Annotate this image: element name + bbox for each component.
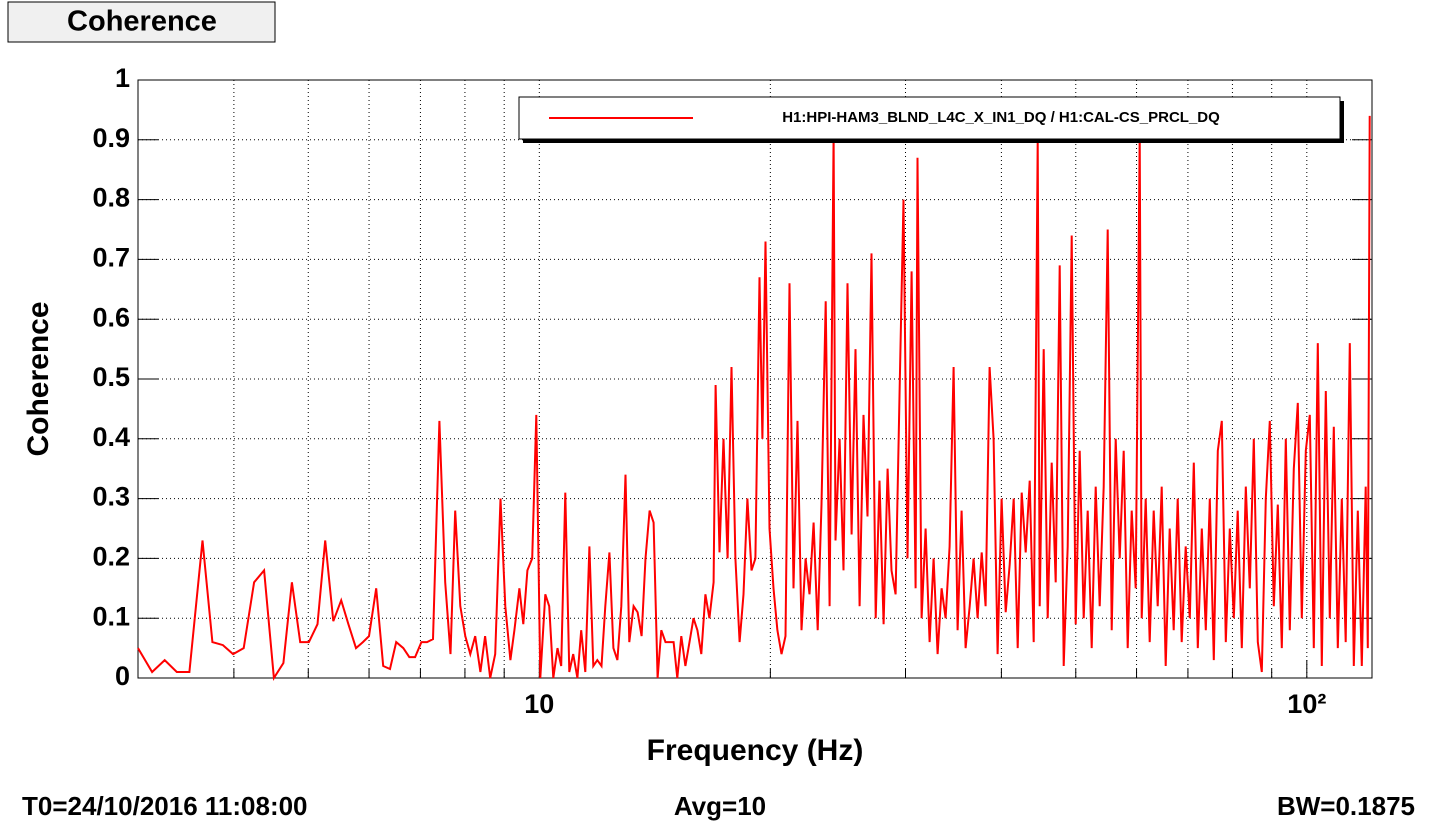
y-tick-label: 0.8	[92, 183, 130, 213]
footer-center: Avg=10	[674, 791, 766, 821]
plot-frame	[137, 79, 1373, 679]
x-tick-label: 10²	[1287, 689, 1326, 719]
footer-right: BW=0.1875	[1277, 791, 1415, 821]
y-tick-label: 0.2	[92, 542, 130, 572]
y-tick-label: 1	[115, 63, 130, 93]
y-axis-label: Coherence	[22, 301, 55, 456]
data-line	[137, 115, 1371, 682]
footer-left: T0=24/10/2016 11:08:00	[22, 791, 308, 821]
y-tick-label: 0.5	[92, 362, 130, 392]
y-tick-label: 0.9	[92, 123, 130, 153]
legend-label: H1:HPI-HAM3_BLND_L4C_X_IN1_DQ / H1:CAL-C…	[782, 109, 1220, 126]
y-tick-label: 0.1	[92, 601, 130, 631]
y-tick-label: 0.4	[92, 422, 130, 452]
y-tick-label: 0.6	[92, 302, 130, 332]
y-tick-label: 0	[115, 661, 130, 691]
y-tick-label: 0.7	[92, 243, 130, 273]
chart-title: Coherence	[67, 6, 217, 38]
x-tick-label: 10	[524, 689, 554, 719]
plot-area: 0 0.1 0.2 0.3 0.4 0.5 0.6 0.7 0.8 0.9 1 10 10² H1:HPI…	[92, 63, 1373, 719]
x-axis-label: Frequency (Hz)	[647, 734, 864, 767]
y-tick-label: 0.3	[92, 482, 130, 512]
title-box	[7, 1, 276, 43]
